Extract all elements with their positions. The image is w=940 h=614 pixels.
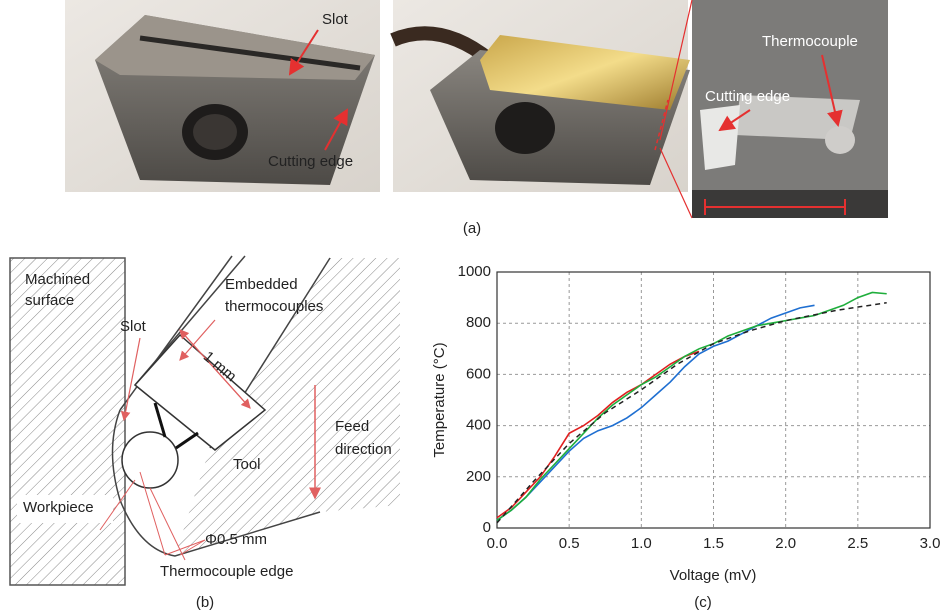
x-tick-label: 3.0: [920, 535, 940, 552]
annotation: Cutting edge: [705, 88, 790, 105]
diagram-label: Φ0.5 mm: [205, 531, 267, 548]
diagram-label: Tool: [233, 456, 261, 473]
photo-2: [393, 0, 690, 192]
annotation: Cutting edge: [268, 153, 353, 170]
y-tick-label: 0: [483, 519, 491, 536]
y-tick-label: 200: [466, 468, 491, 485]
data-line: [497, 351, 699, 517]
diagram-label: Workpiece: [23, 499, 94, 516]
y-tick-label: 600: [466, 365, 491, 382]
diagram-label: Slot: [120, 318, 147, 335]
x-tick-label: 0.5: [559, 535, 580, 552]
x-tick-label: 1.0: [631, 535, 652, 552]
diagram-label: direction: [335, 441, 392, 458]
diagram-label: surface: [25, 292, 74, 309]
chart: 0 200 400 600 800 1000 0.0 0.5 1.0 1.5 2.0 2.5 3.0: [458, 263, 940, 552]
x-tick-label: 2.5: [847, 535, 868, 552]
diagram-label: thermocouples: [225, 298, 323, 315]
annotation: Thermocouple: [762, 33, 858, 50]
figure: Slot Cutting edge Thermocouple Cutting e…: [0, 0, 940, 614]
data-line: [497, 303, 887, 523]
x-axis-label: Voltage (mV): [670, 567, 757, 584]
panel-label: (b): [196, 594, 214, 611]
y-tick-label: 800: [466, 314, 491, 331]
diagram-label: Thermocouple edge: [160, 563, 293, 580]
diagram-label: Feed: [335, 418, 369, 435]
x-tick-label: 0.0: [487, 535, 508, 552]
x-tick-label: 2.0: [775, 535, 796, 552]
y-tick-label: 400: [466, 417, 491, 434]
data-line: [497, 292, 887, 520]
y-tick-label: 1000: [458, 263, 491, 280]
annotation: Slot: [322, 11, 349, 28]
panel-label: (a): [463, 220, 481, 237]
diagram-label: Embedded: [225, 276, 298, 293]
x-tick-label: 1.5: [703, 535, 724, 552]
panel-label: (c): [694, 594, 712, 611]
diagram-label: Machined: [25, 271, 90, 288]
y-axis-label: Temperature (°C): [431, 342, 448, 457]
data-line: [497, 305, 815, 520]
